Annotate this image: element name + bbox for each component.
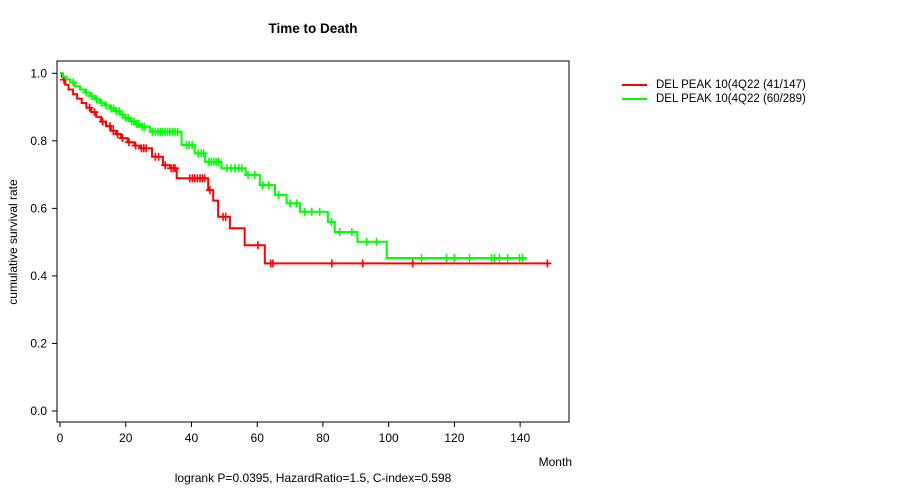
x-axis-title: Month: [538, 455, 572, 469]
chart-title: Time to Death: [268, 21, 358, 36]
legend-line-green-icon: [622, 98, 647, 100]
stats-annotation: logrank P=0.0395, HazardRatio=1.5, C-ind…: [174, 471, 452, 485]
y-tick-label: 0.6: [30, 201, 47, 215]
y-axis-title: cumulative survival rate: [6, 179, 20, 305]
legend: DEL PEAK 10(4Q22 (41/147) DEL PEAK 10(4Q…: [622, 78, 806, 106]
x-tick-label: 140: [510, 431, 530, 445]
x-tick-label: 60: [251, 431, 265, 445]
x-tick-label: 80: [316, 431, 330, 445]
legend-line-red-icon: [622, 84, 647, 86]
legend-item-green: DEL PEAK 10(4Q22 (60/289): [622, 92, 806, 106]
legend-label-red: DEL PEAK 10(4Q22 (41/147): [656, 79, 806, 91]
y-tick-label: 0.8: [30, 134, 47, 148]
legend-item-red: DEL PEAK 10(4Q22 (41/147): [622, 78, 806, 92]
y-tick-label: 1.0: [30, 66, 47, 80]
x-tick-label: 100: [379, 431, 399, 445]
survival-curve-green: [60, 72, 527, 259]
x-tick-label: 120: [444, 431, 464, 445]
x-tick-label: 20: [119, 431, 133, 445]
plot-frame: [56, 60, 570, 423]
y-tick-label: 0.2: [30, 336, 47, 350]
y-tick-label: 0.4: [30, 269, 47, 283]
legend-label-green: DEL PEAK 10(4Q22 (60/289): [656, 93, 806, 105]
x-tick-label: 40: [185, 431, 199, 445]
survival-curve-red: [60, 72, 550, 265]
y-tick-label: 0.0: [30, 404, 47, 418]
x-tick-label: 0: [57, 431, 64, 445]
